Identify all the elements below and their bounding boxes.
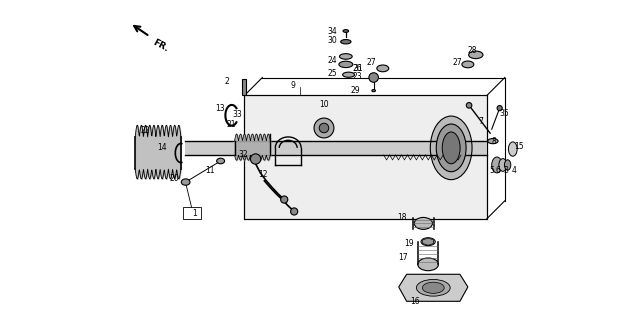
Ellipse shape xyxy=(422,282,444,293)
Circle shape xyxy=(314,118,334,138)
Text: 22: 22 xyxy=(140,126,150,135)
Ellipse shape xyxy=(339,54,352,59)
Ellipse shape xyxy=(414,218,433,229)
Ellipse shape xyxy=(430,116,472,180)
Text: 17: 17 xyxy=(399,253,408,262)
Text: 10: 10 xyxy=(319,100,329,109)
Text: 25: 25 xyxy=(327,69,337,78)
Ellipse shape xyxy=(377,65,388,72)
Text: 16: 16 xyxy=(410,297,420,306)
Text: 12: 12 xyxy=(258,169,268,179)
Text: 13: 13 xyxy=(215,104,225,113)
Bar xyxy=(243,80,246,95)
Text: 2: 2 xyxy=(225,77,229,86)
Text: 23: 23 xyxy=(353,72,362,81)
Circle shape xyxy=(250,154,260,164)
Text: 31: 31 xyxy=(353,64,363,73)
Ellipse shape xyxy=(421,238,435,245)
Polygon shape xyxy=(422,238,434,245)
Ellipse shape xyxy=(504,160,511,170)
Text: 26: 26 xyxy=(353,64,362,73)
Text: 18: 18 xyxy=(397,213,406,222)
Ellipse shape xyxy=(339,61,353,68)
Text: 21: 21 xyxy=(226,120,236,128)
Circle shape xyxy=(369,73,378,82)
Text: 20: 20 xyxy=(169,174,179,183)
Text: 6: 6 xyxy=(496,166,500,175)
Circle shape xyxy=(497,106,502,111)
Text: FR.: FR. xyxy=(151,38,170,53)
Text: 27: 27 xyxy=(367,58,376,67)
Bar xyxy=(183,207,201,219)
Ellipse shape xyxy=(436,124,466,172)
Text: 24: 24 xyxy=(327,56,337,65)
Text: 1: 1 xyxy=(193,209,197,218)
Polygon shape xyxy=(244,95,487,219)
Text: 14: 14 xyxy=(157,143,167,152)
Text: 33: 33 xyxy=(233,110,243,119)
Ellipse shape xyxy=(488,139,498,144)
Ellipse shape xyxy=(499,159,507,171)
Text: 27: 27 xyxy=(452,58,462,67)
Text: 30: 30 xyxy=(327,36,337,45)
Text: 35: 35 xyxy=(500,109,509,118)
Ellipse shape xyxy=(181,179,190,185)
Text: 19: 19 xyxy=(404,239,413,248)
Ellipse shape xyxy=(508,142,517,156)
Polygon shape xyxy=(185,141,487,155)
Circle shape xyxy=(467,102,472,108)
Ellipse shape xyxy=(343,30,349,32)
Ellipse shape xyxy=(342,72,355,77)
Ellipse shape xyxy=(468,51,483,59)
Polygon shape xyxy=(399,274,468,301)
Circle shape xyxy=(291,208,298,215)
Text: 8: 8 xyxy=(492,137,497,146)
Circle shape xyxy=(281,196,288,203)
Ellipse shape xyxy=(492,157,502,173)
Text: 5: 5 xyxy=(489,166,494,175)
Text: 29: 29 xyxy=(351,86,360,95)
Ellipse shape xyxy=(442,132,460,164)
Text: 7: 7 xyxy=(478,117,483,126)
Text: 4: 4 xyxy=(511,166,516,175)
Text: 15: 15 xyxy=(514,142,524,151)
Ellipse shape xyxy=(418,258,438,271)
Text: 34: 34 xyxy=(327,27,337,36)
Ellipse shape xyxy=(217,158,225,164)
Text: 3: 3 xyxy=(504,166,509,175)
Ellipse shape xyxy=(340,39,351,44)
Ellipse shape xyxy=(417,280,450,296)
Text: 11: 11 xyxy=(205,166,214,175)
Text: 32: 32 xyxy=(238,150,248,159)
Text: 28: 28 xyxy=(467,46,477,55)
Text: 9: 9 xyxy=(291,81,296,90)
Ellipse shape xyxy=(462,61,474,68)
Ellipse shape xyxy=(372,90,376,92)
Circle shape xyxy=(319,123,329,133)
